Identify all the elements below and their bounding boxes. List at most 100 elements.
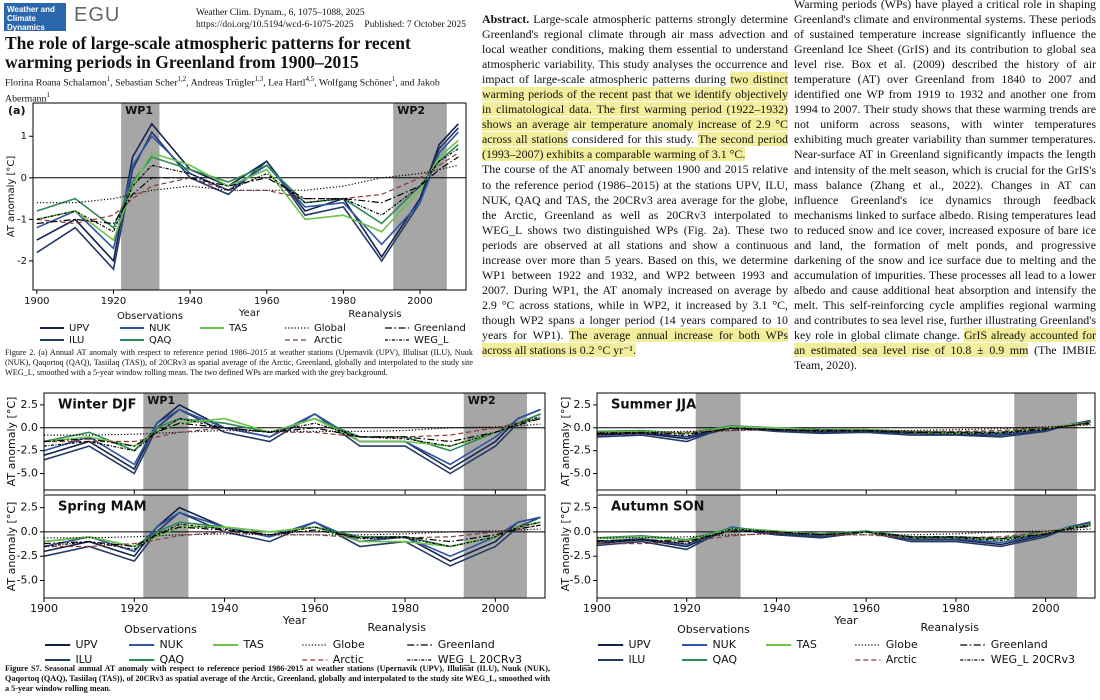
figure-caption: Figure 2. (a) Annual AT anomaly with res… bbox=[5, 348, 473, 377]
series-line bbox=[36, 143, 459, 229]
x-tick-label: 2000 bbox=[1032, 602, 1060, 615]
legend-label: Arctic bbox=[333, 653, 364, 666]
plot-area bbox=[597, 393, 1095, 490]
y-tick-label: 0.0 bbox=[574, 525, 592, 538]
panel-title: Spring MAM bbox=[58, 500, 147, 515]
panel-title: Summer JJA bbox=[611, 398, 696, 413]
y-axis-label: AT anomaly [°C] bbox=[559, 397, 572, 487]
y-tick-label: 0.0 bbox=[574, 421, 592, 434]
chart: WP1 WP2 -2 -1 0 1 1900 1920 1940 1960 1980 2000 (a) A… bbox=[6, 102, 467, 346]
legend-label: WEG_L 20CRv3 bbox=[438, 653, 522, 666]
panel-title: Autumn SON bbox=[611, 500, 704, 515]
legend-label: Greenland bbox=[991, 638, 1048, 651]
x-tick-label: 2000 bbox=[481, 602, 509, 615]
y-axis-label: AT anomaly [°C] bbox=[6, 156, 17, 238]
published-date: Published: 7 October 2025 bbox=[364, 20, 466, 30]
legend-title: Observations bbox=[124, 623, 197, 636]
author-name: , Wolfgang Schöner bbox=[314, 77, 392, 89]
y-tick-label: 2.5 bbox=[574, 398, 592, 411]
legend-label: TAS bbox=[242, 638, 263, 651]
legend-label: Greenland bbox=[414, 323, 466, 334]
plot-frame bbox=[596, 392, 1096, 491]
y-tick-label: -5.0 bbox=[17, 574, 38, 587]
series-line bbox=[36, 139, 459, 242]
y-tick-label: -2.5 bbox=[570, 444, 591, 457]
y-tick-label: -2.5 bbox=[17, 549, 38, 562]
x-axis-label: Year bbox=[282, 614, 307, 627]
legend-label: UPV bbox=[69, 323, 89, 334]
y-tick-label: -1 bbox=[17, 214, 27, 225]
warming-period-label: WP2 bbox=[468, 394, 496, 407]
legend-label: TAS bbox=[228, 323, 248, 334]
series-line bbox=[44, 524, 541, 548]
x-tick-label: 1940 bbox=[211, 602, 239, 615]
x-tick-label: 1920 bbox=[101, 296, 126, 307]
series-line bbox=[597, 419, 1091, 443]
series-line bbox=[44, 521, 541, 551]
legend-label: WEG_L bbox=[414, 335, 449, 346]
legend-label: WEG_L 20CRv3 bbox=[991, 653, 1075, 666]
series-line bbox=[597, 525, 1091, 545]
legend-label: QAQ bbox=[149, 335, 172, 346]
text-run: The course of the AT anomaly between 190… bbox=[482, 162, 788, 342]
legend-title: Reanalysis bbox=[368, 621, 427, 634]
plot-frame bbox=[43, 494, 546, 599]
series-line bbox=[36, 152, 459, 225]
warming-period-shade bbox=[1014, 495, 1078, 598]
plot-frame bbox=[32, 102, 467, 291]
warming-period-shade bbox=[1014, 393, 1078, 490]
x-tick-label: 1920 bbox=[673, 602, 701, 615]
affiliation: 1 bbox=[46, 91, 50, 100]
y-tick-label: 0.0 bbox=[21, 525, 39, 538]
y-tick-label: -5.0 bbox=[570, 574, 591, 587]
text-run: (The IMBIE Team, 2020). bbox=[794, 343, 1096, 373]
abstract: Abstract. Large-scale atmospheric pattern… bbox=[482, 12, 788, 358]
legend-label: NUK bbox=[149, 323, 171, 334]
x-tick-label: 1900 bbox=[30, 602, 58, 615]
x-tick-label: 2000 bbox=[407, 296, 432, 307]
text-run: Warming periods (WPs) have played a crit… bbox=[794, 0, 1096, 343]
text-run: Large-scale atmospheric patterns strongl… bbox=[482, 12, 788, 87]
chart: -5.0 -2.5 0.0 2.5 1900 1920 1940 1960 1980 2000 Sp… bbox=[5, 494, 546, 666]
chart: -5.0 -2.5 0.0 2.5 1900 1920 1940 1960 1980 2000 Au… bbox=[559, 494, 1096, 666]
affiliation: 1,2 bbox=[177, 75, 187, 83]
y-tick-label: -5.0 bbox=[570, 467, 591, 480]
plot-area bbox=[44, 495, 545, 598]
warming-period-shade bbox=[143, 495, 189, 598]
legend-label: Arctic bbox=[886, 653, 917, 666]
legend-label: UPV bbox=[75, 638, 98, 651]
legend-label: ILU bbox=[628, 653, 645, 666]
publisher-logo: EGU bbox=[74, 4, 121, 26]
legend-label: UPV bbox=[628, 638, 651, 651]
y-tick-label: 2.5 bbox=[574, 501, 592, 514]
legend-label: Arctic bbox=[314, 335, 342, 346]
abstract-label: Abstract. bbox=[482, 12, 530, 26]
y-tick-label: -2 bbox=[17, 256, 27, 267]
legend-label: ILU bbox=[75, 653, 92, 666]
x-tick-label: 1900 bbox=[24, 296, 49, 307]
x-tick-label: 1980 bbox=[942, 602, 970, 615]
figure-caption: Figure S7. Seasonal annual AT anomaly wi… bbox=[5, 664, 550, 693]
x-tick-label: 1960 bbox=[852, 602, 880, 615]
series-line bbox=[44, 418, 541, 447]
author-name: , and Jakob Abermann bbox=[5, 77, 440, 105]
citation: Weather Clim. Dynam., 6, 1075–1088, 2025 bbox=[196, 8, 365, 18]
affiliation: 1,3 bbox=[254, 75, 264, 83]
x-axis-label: Year bbox=[238, 308, 261, 319]
x-tick-label: 1940 bbox=[177, 296, 202, 307]
series-line bbox=[597, 423, 1091, 434]
doi: https://doi.org/10.5194/wcd-6-1075-2025 bbox=[196, 20, 354, 30]
y-axis-label: AT anomaly [°C] bbox=[5, 502, 18, 592]
warming-period-shade bbox=[695, 495, 741, 598]
chart: WP1 WP2 -5.0 -2.5 0.0 2.5 Winter DJF AT anomaly… bbox=[5, 392, 546, 494]
x-tick-label: 1980 bbox=[391, 602, 419, 615]
y-tick-label: 0 bbox=[21, 173, 27, 184]
warming-period-label: WP1 bbox=[147, 394, 175, 407]
legend-label: QAQ bbox=[159, 653, 184, 666]
x-tick-label: 1980 bbox=[331, 296, 356, 307]
x-axis-label: Year bbox=[833, 614, 858, 627]
series-line bbox=[44, 416, 541, 452]
paragraph: The course of the AT anomaly between 190… bbox=[482, 162, 788, 358]
